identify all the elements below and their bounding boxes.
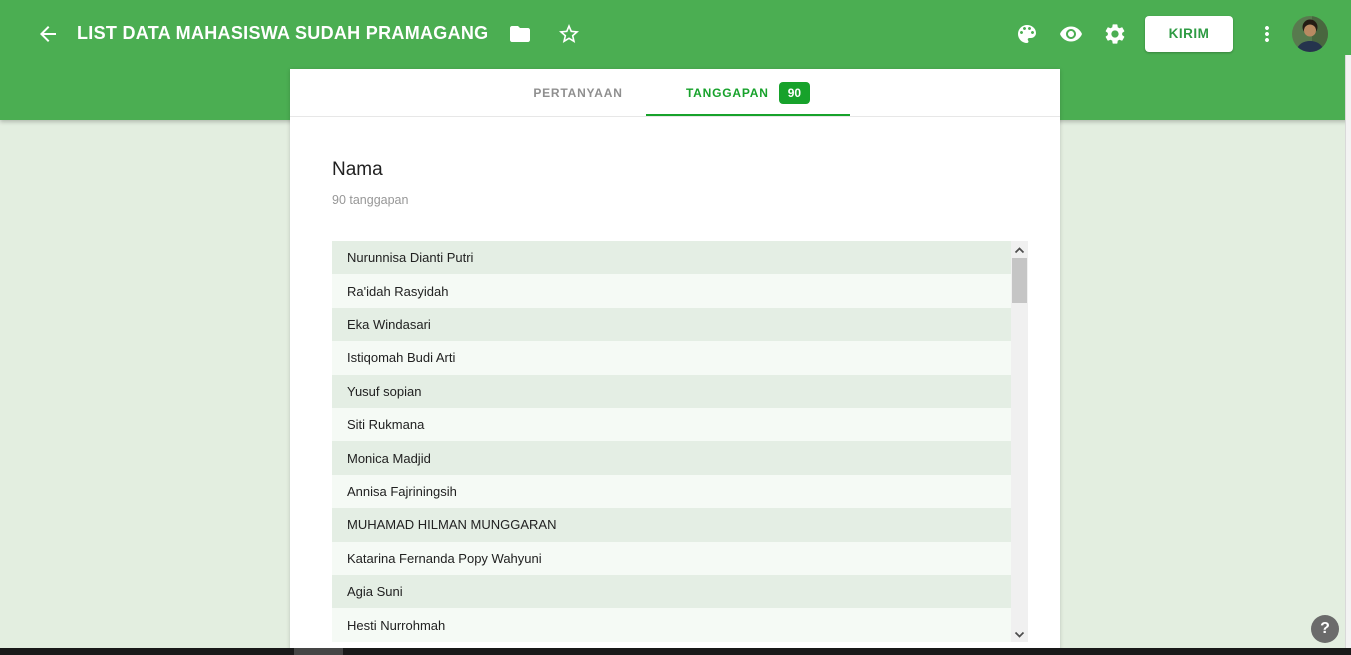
form-title: LIST DATA MAHASISWA SUDAH PRAMAGANG [77, 23, 489, 43]
star-icon [557, 22, 581, 46]
active-tab-underline [646, 114, 850, 116]
list-item: Yusuf sopian [332, 374, 1011, 409]
browser-scrollbar-strip[interactable] [1345, 55, 1351, 648]
top-toolbar: LIST DATA MAHASISWA SUDAH PRAMAGANG [0, 0, 1351, 67]
list-item: Nurunnisa Dianti Putri [332, 241, 1011, 275]
response-name: Hesti Nurrohmah [347, 617, 446, 633]
response-name: Istiqomah Budi Arti [347, 350, 456, 366]
theme-palette-button[interactable] [1005, 12, 1049, 56]
preview-button[interactable] [1049, 12, 1093, 56]
response-name: Annisa Fajriningsih [347, 484, 457, 500]
list-item: Istiqomah Budi Arti [332, 341, 1011, 375]
responses-summary: 90 tanggapan [332, 193, 409, 207]
scroll-down-button[interactable] [1011, 625, 1028, 642]
list-scrollbar[interactable] [1011, 241, 1028, 642]
responses-list[interactable]: Nurunnisa Dianti Putri Ra'idah Rasyidah Ek… [332, 241, 1028, 642]
list-item: Ra'idah Rasyidah [332, 274, 1011, 308]
response-name: Monica Madjid [347, 450, 431, 466]
folder-icon [508, 22, 532, 46]
window-bottom-edge [0, 648, 1351, 655]
responses-count-badge: 90 [778, 82, 811, 104]
eye-icon [1059, 22, 1083, 46]
gear-icon [1103, 22, 1127, 46]
help-button[interactable]: ? [1311, 615, 1339, 643]
more-options-button[interactable] [1247, 12, 1287, 56]
response-name: Ra'idah Rasyidah [347, 283, 449, 299]
list-item: Katarina Fernanda Popy Wahyuni [332, 541, 1011, 576]
responses-rows: Nurunnisa Dianti Putri Ra'idah Rasyidah Ek… [332, 241, 1011, 642]
back-arrow-icon [36, 22, 60, 46]
response-name: Siti Rukmana [347, 417, 425, 433]
help-icon: ? [1320, 620, 1330, 637]
avatar[interactable] [1292, 15, 1328, 52]
list-item: Agia Suni [332, 575, 1011, 609]
tab-questions[interactable]: PERTANYAAN [518, 69, 638, 117]
star-button[interactable] [547, 12, 591, 56]
list-item: Hesti Nurrohmah [332, 608, 1011, 642]
list-item: Siti Rukmana [332, 408, 1011, 442]
move-to-folder-button[interactable] [498, 12, 542, 56]
scroll-up-icon [1014, 242, 1025, 257]
tab-responses-label: TANGGAPAN [685, 86, 769, 100]
more-vert-icon [1255, 22, 1279, 46]
list-item: Eka Windasari [332, 307, 1011, 342]
response-name: Nurunnisa Dianti Putri [347, 250, 474, 266]
palette-icon [1015, 22, 1039, 46]
back-button[interactable] [26, 12, 70, 56]
question-title: Nama [332, 159, 383, 180]
window-bottom-edge-segment [294, 648, 343, 655]
scroll-down-icon [1014, 626, 1025, 641]
list-item: MUHAMAD HILMAN MUNGGARAN [332, 508, 1011, 542]
form-card: PERTANYAAN TANGGAPAN 90 Nama 90 tanggapa… [290, 69, 1060, 655]
send-button[interactable]: KIRIM [1145, 15, 1233, 52]
response-name: Agia Suni [347, 584, 403, 600]
tab-bar: PERTANYAAN TANGGAPAN 90 [290, 69, 1060, 117]
response-name: Eka Windasari [347, 317, 431, 333]
response-name: Katarina Fernanda Popy Wahyuni [347, 550, 542, 566]
settings-button[interactable] [1093, 12, 1137, 56]
scroll-up-button[interactable] [1011, 241, 1028, 258]
list-item: Annisa Fajriningsih [332, 474, 1011, 509]
response-name: Yusuf sopian [347, 383, 422, 399]
response-name: MUHAMAD HILMAN MUNGGARAN [347, 517, 557, 533]
scrollbar-thumb[interactable] [1012, 258, 1027, 303]
list-item: Monica Madjid [332, 441, 1011, 475]
tab-responses[interactable]: TANGGAPAN 90 [646, 69, 850, 117]
